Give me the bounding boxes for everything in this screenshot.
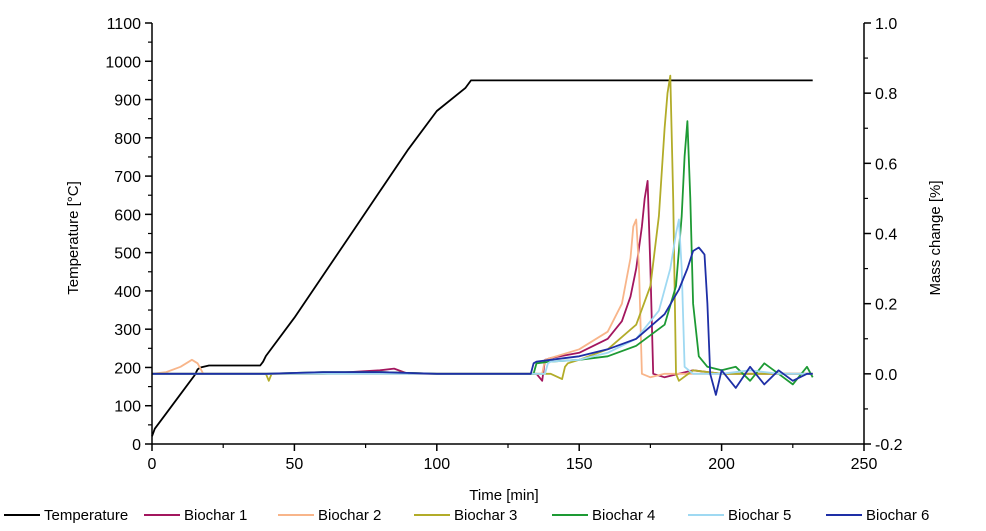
y-tick-label: 1000 (105, 54, 141, 71)
y-tick-label: 400 (114, 284, 141, 301)
y-tick-label: 700 (114, 169, 141, 186)
x-tick-label: 200 (708, 456, 735, 473)
x-tick-label: 50 (286, 456, 304, 473)
y-tick-label: 300 (114, 322, 141, 339)
y-tick-label: 200 (114, 360, 141, 377)
y2-tick-label: 0.4 (875, 227, 897, 244)
series-line-1 (152, 179, 813, 382)
legend: Temperature Biochar 1 Biochar 2 Biochar 3 Bi… (4, 507, 929, 524)
y-tick-label: 0 (132, 437, 141, 454)
y2-tick-label: -0.2 (875, 437, 903, 454)
y2-axis-title: Mass change [%] (927, 180, 944, 295)
y-axis-title: Temperature [°C] (65, 181, 82, 295)
series-line-6 (152, 246, 813, 396)
y-tick-label: 100 (114, 399, 141, 416)
series-line-4 (152, 120, 814, 386)
x-tick-label: 250 (851, 456, 878, 473)
legend-label-2: Biochar 2 (318, 507, 381, 524)
y2-tick-label: 0.2 (875, 297, 897, 314)
y2-tick-label: 1.0 (875, 16, 897, 33)
y-tick-label: 600 (114, 207, 141, 224)
x-axis-title: Time [min] (469, 487, 538, 504)
series-layer (151, 74, 814, 437)
x-tick-label: 150 (566, 456, 593, 473)
legend-label-0: Temperature (44, 507, 128, 524)
series-line-3 (152, 74, 813, 382)
y-tick-label: 500 (114, 246, 141, 263)
series-line-2 (151, 218, 813, 379)
x-tick-label: 0 (148, 456, 157, 473)
series-line-5 (152, 218, 813, 375)
legend-label-3: Biochar 3 (454, 507, 517, 524)
legend-label-4: Biochar 4 (592, 507, 655, 524)
axes-layer: 0 50 100 150 200 250 0 100 200 300 400 500 600 700 800… (105, 16, 902, 473)
y-tick-label: 1100 (107, 16, 142, 33)
x-tick-label: 100 (423, 456, 450, 473)
y2-tick-label: 0.8 (875, 86, 897, 103)
y-tick-label: 900 (114, 93, 141, 110)
y2-tick-label: 0.0 (875, 367, 897, 384)
legend-label-6: Biochar 6 (866, 507, 929, 524)
series-line-0 (151, 79, 813, 437)
y-tick-label: 800 (114, 131, 141, 148)
y2-tick-label: 0.6 (875, 156, 897, 173)
legend-label-1: Biochar 1 (184, 507, 247, 524)
legend-label-5: Biochar 5 (728, 507, 791, 524)
